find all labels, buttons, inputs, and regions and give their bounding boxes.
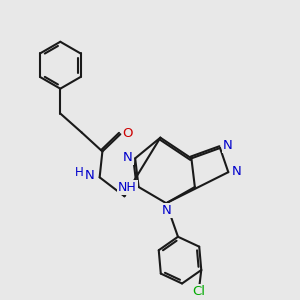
Text: N: N: [223, 139, 232, 152]
Text: N: N: [162, 204, 172, 217]
Text: N: N: [84, 169, 94, 182]
Text: N: N: [123, 151, 133, 164]
Text: O: O: [123, 127, 133, 140]
Text: N: N: [232, 165, 242, 178]
Text: Cl: Cl: [192, 285, 206, 298]
Text: H: H: [75, 166, 83, 179]
Text: NH: NH: [118, 181, 136, 194]
